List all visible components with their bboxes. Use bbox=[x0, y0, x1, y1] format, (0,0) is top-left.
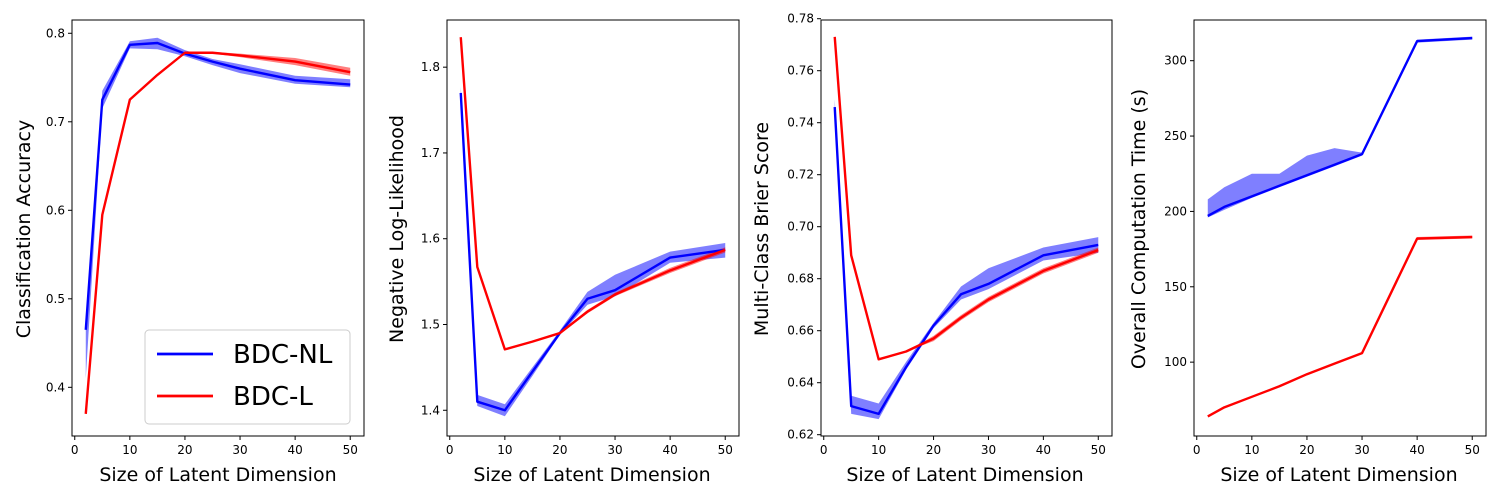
line-bdc-l bbox=[84, 51, 351, 414]
y-axis-label: Negative Log-Likelihood bbox=[386, 115, 408, 343]
y-axis-label: Multi-Class Brier Score bbox=[751, 122, 773, 336]
x-tick-label: 50 bbox=[1465, 443, 1480, 457]
y-tick-label: 0.74 bbox=[787, 116, 814, 130]
legend: BDC-NL BDC-L bbox=[144, 329, 351, 425]
axes-frame bbox=[1193, 19, 1487, 437]
x-axis-label: Size of Latent Dimension bbox=[1220, 464, 1457, 486]
y-tick-label: 1.5 bbox=[421, 317, 440, 331]
y-tick-label: 0.62 bbox=[787, 428, 814, 442]
x-tick-label: 30 bbox=[607, 443, 622, 457]
line-bdc-l bbox=[1207, 235, 1473, 418]
x-tick-label: 40 bbox=[1409, 443, 1424, 457]
y-tick-label: 0.64 bbox=[787, 376, 814, 390]
x-axis-label: Size of Latent Dimension bbox=[473, 464, 710, 486]
y-axis-label: Overall Computation Time (s) bbox=[1128, 89, 1150, 369]
band-bdc-nl bbox=[1207, 36, 1473, 218]
y-tick-label: 0.78 bbox=[787, 12, 814, 26]
x-tick-label: 40 bbox=[662, 443, 677, 457]
y-tick-label: 1.7 bbox=[421, 146, 440, 160]
x-tick-label: 40 bbox=[1036, 443, 1051, 457]
plot-area bbox=[1207, 36, 1473, 418]
x-tick-label: 20 bbox=[926, 443, 941, 457]
y-tick-label: 0.72 bbox=[787, 168, 814, 182]
y-tick-label: 250 bbox=[1164, 129, 1187, 143]
band-bdc-nl bbox=[460, 86, 726, 417]
x-tick-label: 50 bbox=[1091, 443, 1106, 457]
panel-negative-log-likelihood: Negative Log-Likelihood Size of Latent D… bbox=[386, 19, 740, 486]
x-tick-label: 0 bbox=[1193, 443, 1201, 457]
x-tick-label: 40 bbox=[287, 443, 302, 457]
plot-area bbox=[833, 36, 1099, 420]
y-tick-label: 0.70 bbox=[787, 220, 814, 234]
x-tick-label: 50 bbox=[343, 443, 358, 457]
x-tick-label: 0 bbox=[71, 443, 79, 457]
axes-frame bbox=[446, 19, 740, 437]
y-tick-label: 300 bbox=[1164, 54, 1187, 68]
y-tick-label: 200 bbox=[1164, 204, 1187, 218]
x-tick-label: 0 bbox=[820, 443, 828, 457]
y-tick-label: 0.66 bbox=[787, 324, 814, 338]
y-tick-label: 1.6 bbox=[421, 232, 440, 246]
x-tick-label: 30 bbox=[1354, 443, 1369, 457]
line-bdc-l bbox=[459, 37, 726, 351]
y-tick-label: 0.4 bbox=[46, 380, 65, 394]
axes-frame bbox=[71, 19, 365, 437]
x-tick-label: 10 bbox=[1244, 443, 1259, 457]
plot-area bbox=[84, 37, 351, 414]
x-tick-label: 20 bbox=[1299, 443, 1314, 457]
band-bdc-nl bbox=[834, 99, 1099, 420]
y-tick-label: 1.8 bbox=[421, 60, 440, 74]
x-tick-label: 0 bbox=[446, 443, 454, 457]
x-tick-label: 10 bbox=[497, 443, 512, 457]
line-bdc-l bbox=[833, 36, 1099, 361]
x-tick-label: 30 bbox=[981, 443, 996, 457]
axes-frame bbox=[820, 19, 1113, 437]
x-tick-label: 10 bbox=[122, 443, 137, 457]
y-tick-label: 150 bbox=[1164, 280, 1187, 294]
y-tick-label: 1.4 bbox=[421, 403, 440, 417]
x-tick-label: 20 bbox=[177, 443, 192, 457]
y-tick-label: 100 bbox=[1164, 355, 1187, 369]
legend-label-bdc-l: BDC-L bbox=[233, 382, 313, 412]
x-tick-label: 10 bbox=[871, 443, 886, 457]
y-axis-label: Classification Accuracy bbox=[13, 120, 35, 339]
x-tick-label: 20 bbox=[552, 443, 567, 457]
line-bdc-nl bbox=[833, 107, 1099, 416]
panel-classification-accuracy: Classification Accuracy Size of Latent D… bbox=[13, 19, 365, 486]
line-bdc-nl bbox=[1207, 36, 1473, 217]
band-bdc-l bbox=[834, 36, 1099, 360]
y-tick-label: 0.8 bbox=[46, 26, 65, 40]
panel-computation-time: Overall Computation Time (s) Size of Lat… bbox=[1128, 19, 1487, 486]
y-tick-label: 0.68 bbox=[787, 272, 814, 286]
legend-label-bdc-nl: BDC-NL bbox=[233, 340, 333, 370]
y-tick-label: 0.76 bbox=[787, 64, 814, 78]
x-tick-label: 50 bbox=[718, 443, 733, 457]
plot-area bbox=[459, 37, 726, 417]
panel-brier-score: Multi-Class Brier Score Size of Latent D… bbox=[751, 12, 1113, 486]
x-axis-label: Size of Latent Dimension bbox=[846, 464, 1083, 486]
x-axis-label: Size of Latent Dimension bbox=[99, 464, 336, 486]
y-tick-label: 0.6 bbox=[46, 203, 65, 217]
y-tick-label: 0.7 bbox=[46, 115, 65, 129]
y-tick-label: 0.5 bbox=[46, 292, 65, 306]
x-tick-label: 30 bbox=[232, 443, 247, 457]
